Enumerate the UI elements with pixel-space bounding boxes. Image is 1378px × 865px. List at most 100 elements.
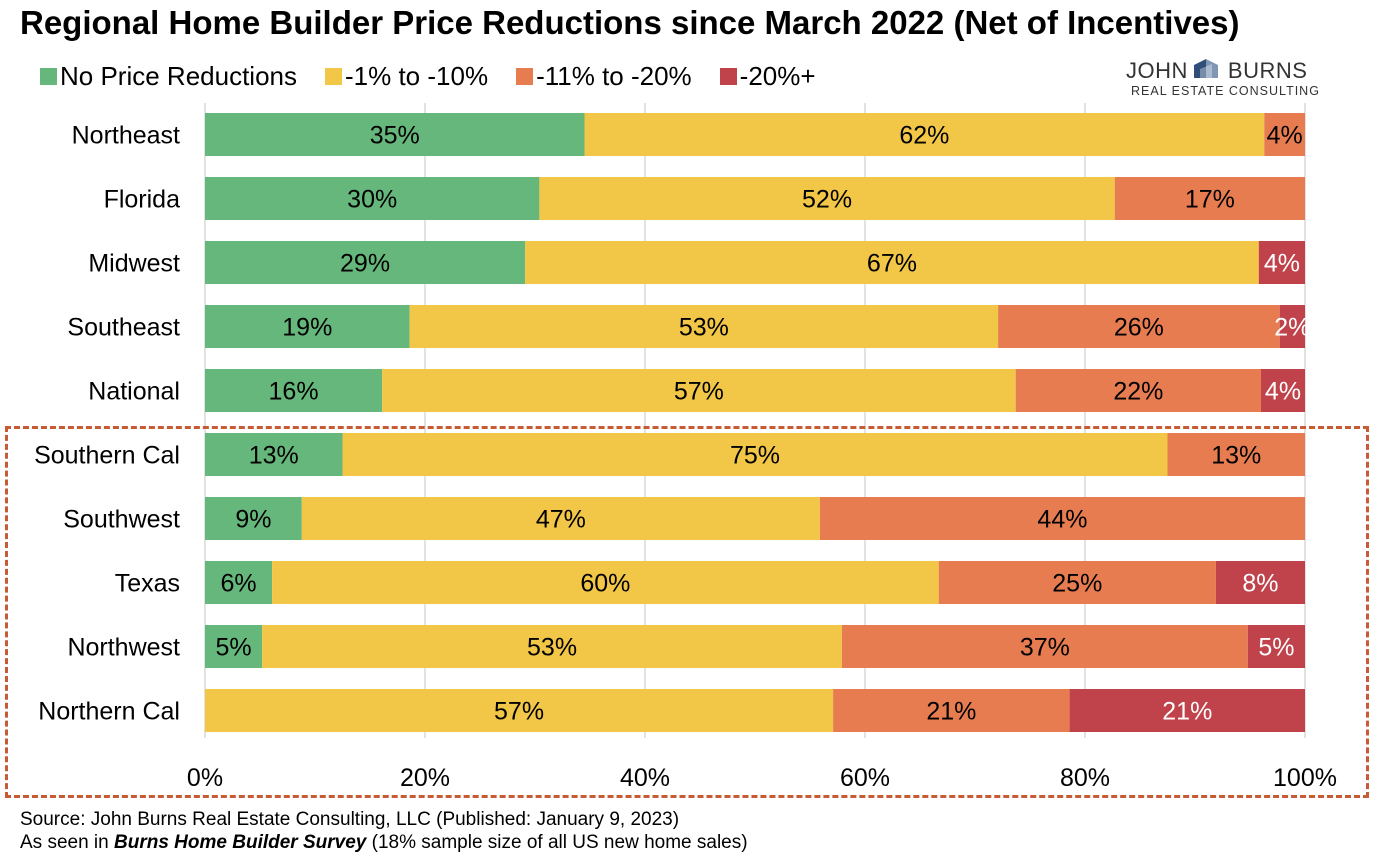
legend-item: No Price Reductions [40,61,297,92]
bar-segment [409,305,999,348]
category-label: Texas [115,570,180,598]
bar-segment [938,561,1216,604]
bar-segment [1215,561,1305,604]
x-tick-label: 100% [1273,764,1337,792]
survey-note: As seen in Burns Home Builder Survey (18… [20,832,748,853]
category-label: Southeast [67,314,180,342]
legend-label: -1% to -10% [345,60,489,91]
bar-data-label: 29% [340,250,390,278]
bar-segment [998,305,1280,348]
category-label: Northeast [72,122,180,150]
john-burns-logo: JOHN BURNS REAL ESTATE CONSULTING [1126,56,1319,102]
legend-label: -11% to -20% [536,60,692,91]
footer: Source: John Burns Real Estate Consultin… [20,808,748,854]
bar-data-label: 8% [1242,570,1278,598]
x-tick-label: 20% [400,764,450,792]
bar-data-label: 57% [674,378,724,406]
bar-segment [205,497,302,540]
bar-segment [833,689,1070,732]
legend-swatch [40,67,57,85]
category-labels: Northeast Florida Midwest Southeast National… [34,122,180,726]
legend-item: -11% to -20% [516,61,692,92]
bar-segment [205,689,834,732]
bar-segment [205,433,343,476]
bar-segment [382,369,1016,412]
bar-data-label: 60% [580,570,630,598]
bar-segment [1247,625,1305,668]
legend-swatch [719,67,737,85]
x-tick-label: 0% [187,764,223,792]
bar-segment [1167,433,1305,476]
bar-data-label: 9% [235,506,271,534]
bar-data-label: 47% [536,506,586,534]
category-label: Northern Cal [38,698,180,726]
building-logo-icon [1192,56,1224,86]
bar-data-label: 52% [802,186,852,214]
bar-data-label: 67% [867,250,917,278]
bar-segment [1015,369,1261,412]
category-label: Midwest [88,250,180,278]
logo-text-burns: BURNS [1227,58,1308,83]
bar-segment [205,561,273,604]
category-label: Southern Cal [34,442,180,470]
chart-legend: No Price Reductions -1% to -10% -11% to -2… [40,60,844,92]
bar-data-label: 21% [1162,698,1212,726]
bar-segment [205,625,263,668]
bar-segment [205,113,585,156]
bar-segment [301,497,820,540]
bar-data-label: 4% [1264,250,1300,278]
legend-item: -20%+ [719,60,816,92]
bar-segment [1261,369,1305,412]
bar-segment [272,561,939,604]
source-note: Source: John Burns Real Estate Consultin… [20,809,680,830]
bar-data-label: 26% [1114,314,1164,342]
bar-data-label: 25% [1052,570,1102,598]
bar-data-label: 44% [1037,506,1087,534]
bar-segment [205,369,383,412]
bar-data-label: 5% [216,634,252,662]
bar-data-label: 30% [347,186,397,214]
bar-data-label: 6% [220,570,256,598]
legend-item: -1% to -10% [325,61,488,92]
logo-text-john: JOHN [1126,58,1188,83]
legend-label: No Price Reductions [60,60,297,91]
legend-swatch [516,67,534,85]
bar-segment [1264,113,1305,156]
bar-segment [205,241,526,284]
chart-title: Regional Home Builder Price Reductions s… [20,4,1240,41]
data-labels: 35% 62% 4% 30% 52% 17% 29% 67% 4% 19% 53% 26% 2% 16% 5… [216,122,1311,726]
bar-data-label: 75% [730,442,780,470]
x-tick-label: 60% [840,764,890,792]
bars [205,113,1305,732]
bar-data-label: 4% [1265,378,1301,406]
bar-segment [205,305,410,348]
bar-segment [819,497,1305,540]
bar-data-label: 16% [269,378,319,406]
survey-name: Burns Home Builder Survey [114,832,367,853]
bar-data-label: 13% [249,442,299,470]
bar-segment [1258,241,1305,284]
bar-data-label: 4% [1267,122,1303,150]
bar-segment [841,625,1248,668]
bar-segment [539,177,1115,220]
bar-data-label: 13% [1211,442,1261,470]
bar-data-label: 35% [370,122,420,150]
category-label: Southwest [63,506,180,534]
legend-swatch [325,67,342,85]
bar-data-label: 2% [1274,314,1310,342]
bar-segment [205,177,540,220]
x-tick-label: 80% [1060,764,1110,792]
category-label: Northwest [67,634,180,662]
logo-subtitle: REAL ESTATE CONSULTING [1131,84,1320,98]
category-label: Florida [104,186,181,214]
bar-segment [262,625,842,668]
x-tick-label: 40% [620,764,670,792]
bar-segment [342,433,1168,476]
bar-data-label: 22% [1113,378,1163,406]
highlight-box [5,426,1369,798]
bar-data-label: 57% [494,698,544,726]
bar-data-label: 19% [282,314,332,342]
legend-label: -20%+ [739,60,816,91]
bar-data-label: 53% [527,634,577,662]
